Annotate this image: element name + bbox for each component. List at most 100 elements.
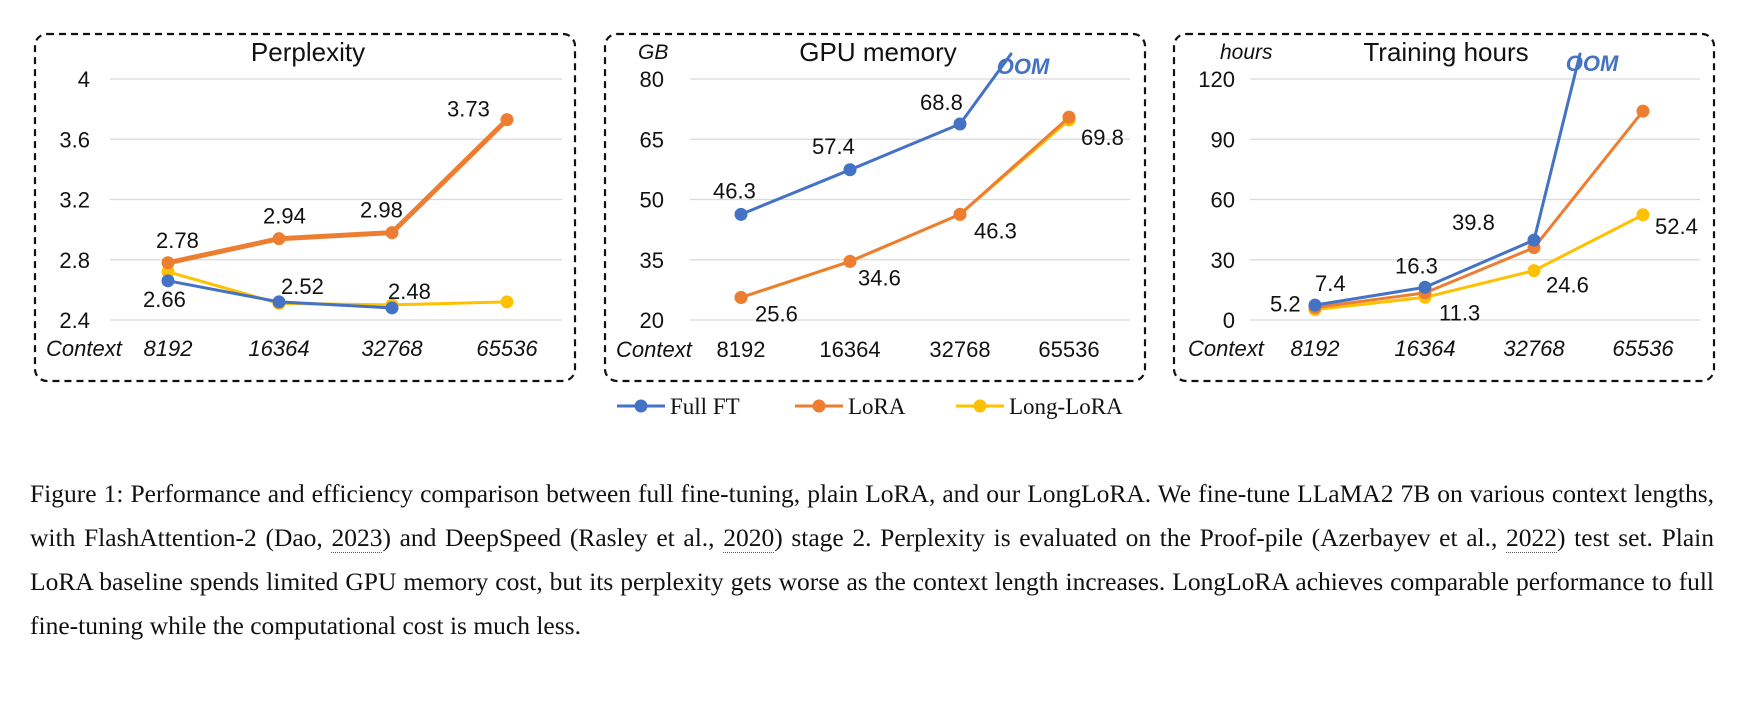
- y-tick-label: 3.2: [59, 188, 90, 213]
- y-tick-label: 4: [78, 67, 90, 92]
- legend-swatch-marker: [812, 399, 826, 413]
- caption-text-1: Figure 1: Performance and efficiency com…: [30, 479, 1714, 552]
- x-tick-label: 65536: [476, 336, 538, 361]
- y-unit-label: hours: [1220, 41, 1273, 64]
- y-tick-label: 35: [640, 248, 664, 273]
- oom-label: OOM: [997, 54, 1050, 79]
- x-tick-label: 8192: [1291, 336, 1340, 361]
- data-label: 24.6: [1546, 273, 1589, 298]
- data-label: 16.3: [1395, 253, 1438, 278]
- panel-frame: [33, 32, 577, 383]
- data-label: 5.2: [1270, 292, 1301, 317]
- legend-swatch-marker: [973, 399, 987, 413]
- data-point: [1636, 208, 1650, 222]
- series-line-long-lora: [1313, 213, 1645, 312]
- data-point: [734, 207, 748, 221]
- series-line-lora: [165, 117, 510, 266]
- data-point: [272, 232, 286, 246]
- x-tick-label: 65536: [1038, 337, 1099, 362]
- x-tick-label: 8192: [717, 337, 766, 362]
- data-point: [1062, 110, 1076, 124]
- data-point: [1308, 298, 1322, 312]
- y-tick-label: 20: [640, 308, 664, 333]
- caption-text-3: ) stage 2. Perplexity is evaluated on th…: [774, 523, 1507, 552]
- panel-frame: [1172, 32, 1716, 383]
- y-tick-label: 80: [640, 67, 664, 92]
- data-point: [161, 274, 175, 288]
- y-tick-label: 120: [1198, 67, 1235, 92]
- data-point: [1418, 280, 1432, 294]
- data-label: 2.78: [156, 228, 199, 253]
- figure-caption: Figure 1: Performance and efficiency com…: [30, 472, 1714, 648]
- oom-label: OOM: [1566, 51, 1619, 76]
- legend-label: Full FT: [670, 394, 740, 419]
- x-tick-label: 8192: [144, 336, 193, 361]
- data-point: [500, 113, 514, 127]
- data-point: [385, 301, 399, 315]
- data-point: [953, 207, 967, 221]
- data-label: 11.3: [1439, 300, 1480, 325]
- series-line-long-lora: [166, 270, 509, 307]
- y-tick-label: 65: [640, 127, 664, 152]
- x-tick-label: 65536: [1612, 336, 1674, 361]
- data-label: 34.6: [858, 265, 901, 290]
- data-label: 57.4: [812, 134, 855, 159]
- y-unit-label: GB: [638, 41, 668, 64]
- data-point: [1527, 264, 1541, 278]
- legend: Full FT LoRA Long-LoRA: [617, 394, 1123, 419]
- chart-title: Training hours: [1363, 37, 1528, 67]
- legend-label: LoRA: [848, 394, 906, 419]
- figure-svg: 2.4 2.8 3.2 3.6 4 Perplexity Context 8192 16364 3…: [33, 32, 1716, 419]
- x-axis-title: Context: [1188, 336, 1265, 361]
- citation-link-azerbayev[interactable]: 2022: [1506, 523, 1558, 553]
- citation-link-rasley[interactable]: 2020: [723, 523, 775, 553]
- data-point: [953, 117, 967, 131]
- x-tick-label: 16364: [248, 336, 309, 361]
- data-point: [500, 295, 514, 309]
- chart-panel-3: 0 30 60 90 120 Training hours hours Context 8192…: [1172, 32, 1716, 383]
- data-point: [734, 291, 748, 305]
- series-line-full-ft: [1313, 52, 1582, 307]
- data-label: 25.6: [755, 302, 798, 327]
- legend-swatch-marker: [634, 399, 648, 413]
- x-tick-label: 32768: [929, 337, 990, 362]
- data-label: 69.8: [1081, 125, 1124, 150]
- y-tick-label: 30: [1211, 248, 1235, 273]
- data-label: 2.94: [263, 204, 306, 229]
- series-line-full-ft: [739, 52, 1013, 216]
- figure: 2.4 2.8 3.2 3.6 4 Perplexity Context 8192 16364 3…: [33, 32, 1716, 419]
- chart-panel-1: 2.4 2.8 3.2 3.6 4 Perplexity Context 8192 16364 3…: [33, 32, 577, 383]
- y-tick-label: 2.4: [59, 308, 90, 333]
- caption-text-4: ) test set. Plain LoRA baseline spends l…: [30, 523, 1714, 640]
- data-point: [843, 163, 857, 177]
- y-tick-label: 90: [1211, 127, 1235, 152]
- data-label: 7.4: [1315, 271, 1346, 296]
- panel-frame: [603, 32, 1147, 383]
- data-label: 52.4: [1655, 214, 1698, 239]
- x-tick-label: 32768: [361, 336, 423, 361]
- data-label: 2.52: [281, 274, 324, 299]
- x-axis-title: Context: [616, 337, 693, 362]
- legend-label: Long-LoRA: [1009, 394, 1123, 419]
- data-point: [272, 295, 286, 309]
- chart-title: Perplexity: [251, 37, 365, 67]
- x-axis-title: Context: [46, 336, 123, 361]
- x-tick-label: 16364: [1394, 336, 1455, 361]
- series-line-lora: [1313, 109, 1645, 309]
- data-label: 46.3: [974, 218, 1017, 243]
- x-tick-label: 32768: [1503, 336, 1565, 361]
- citation-link-dao[interactable]: 2023: [331, 523, 383, 553]
- data-label: 3.73: [447, 97, 490, 122]
- data-label: 68.8: [920, 90, 963, 115]
- data-label: 46.3: [713, 178, 756, 203]
- chart-title: GPU memory: [799, 37, 956, 67]
- data-point: [161, 256, 175, 270]
- data-label: 2.98: [360, 198, 403, 223]
- y-tick-label: 2.8: [59, 248, 90, 273]
- x-tick-label: 16364: [819, 337, 880, 362]
- data-label: 2.66: [143, 287, 186, 312]
- chart-panel-2: 20 35 50 65 80 GPU memory GB Context 8192 16364 32…: [603, 32, 1147, 383]
- data-point: [385, 226, 399, 240]
- data-label: 2.48: [388, 279, 431, 304]
- caption-text-2: ) and DeepSpeed (Rasley et al.,: [382, 523, 724, 552]
